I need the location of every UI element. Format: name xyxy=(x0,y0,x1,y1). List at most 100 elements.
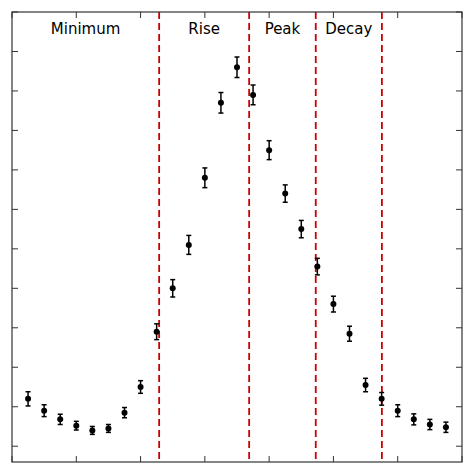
error-cap xyxy=(170,279,175,281)
error-cap xyxy=(90,434,95,436)
error-cap xyxy=(331,311,336,313)
error-cap xyxy=(395,404,400,406)
error-bar xyxy=(347,326,352,341)
y-tick-right xyxy=(456,446,462,447)
error-bar xyxy=(90,426,95,434)
error-bar xyxy=(379,393,384,406)
y-tick-right xyxy=(456,51,462,52)
point xyxy=(298,226,304,232)
error-cap xyxy=(138,380,143,382)
error-cap xyxy=(90,426,95,428)
error-cap xyxy=(74,421,79,423)
x-tick xyxy=(204,456,205,462)
error-bar xyxy=(267,141,272,160)
error-cap xyxy=(235,77,240,79)
y-tick-right xyxy=(456,327,462,328)
error-cap xyxy=(267,159,272,161)
error-bar xyxy=(363,378,368,391)
error-cap xyxy=(411,413,416,415)
y-tick xyxy=(12,406,18,407)
error-cap xyxy=(427,419,432,421)
reference-line xyxy=(315,12,317,462)
x-tick xyxy=(140,456,141,462)
point xyxy=(122,410,128,416)
point xyxy=(411,416,417,422)
error-cap xyxy=(122,417,127,419)
error-cap xyxy=(26,391,31,393)
error-bar xyxy=(170,280,175,297)
x-tick-top xyxy=(333,12,334,18)
error-bar xyxy=(42,405,47,417)
x-tick-top xyxy=(269,12,270,18)
error-bar xyxy=(443,422,448,432)
y-tick xyxy=(12,51,18,52)
point xyxy=(330,301,336,307)
error-cap xyxy=(299,237,304,239)
error-cap xyxy=(331,295,336,297)
error-bar xyxy=(122,408,127,418)
y-tick-right xyxy=(456,288,462,289)
error-bar xyxy=(411,414,416,425)
y-tick xyxy=(12,209,18,210)
error-bar xyxy=(427,419,432,429)
point xyxy=(379,396,385,402)
point xyxy=(154,329,160,335)
point xyxy=(105,425,111,431)
y-tick-right xyxy=(456,367,462,368)
error-cap xyxy=(26,405,31,407)
error-bar xyxy=(154,324,159,340)
error-cap xyxy=(122,407,127,409)
error-cap xyxy=(186,235,191,237)
error-cap xyxy=(347,340,352,342)
point xyxy=(347,331,353,337)
error-cap xyxy=(443,421,448,423)
point xyxy=(250,92,256,98)
y-tick xyxy=(12,90,18,91)
point xyxy=(73,423,79,429)
point xyxy=(170,285,176,291)
error-cap xyxy=(202,167,207,169)
error-cap xyxy=(379,392,384,394)
point xyxy=(234,64,240,70)
error-bar xyxy=(315,258,320,275)
error-cap xyxy=(58,424,63,426)
error-cap xyxy=(267,140,272,142)
error-cap xyxy=(218,92,223,94)
error-cap xyxy=(58,413,63,415)
error-bar xyxy=(202,168,207,188)
point xyxy=(186,242,192,248)
error-cap xyxy=(363,391,368,393)
x-tick xyxy=(397,456,398,462)
error-cap xyxy=(251,84,256,86)
point xyxy=(363,382,369,388)
error-cap xyxy=(138,393,143,395)
x-tick-top xyxy=(140,12,141,18)
y-tick xyxy=(12,169,18,170)
point xyxy=(218,100,224,106)
point xyxy=(314,264,320,270)
error-bar xyxy=(251,85,256,105)
y-tick xyxy=(12,327,18,328)
error-cap xyxy=(170,296,175,298)
error-bar xyxy=(299,220,304,237)
error-cap xyxy=(379,404,384,406)
error-cap xyxy=(154,339,159,341)
x-tick-top xyxy=(204,12,205,18)
error-cap xyxy=(74,429,79,431)
error-cap xyxy=(411,424,416,426)
plot-frame xyxy=(12,12,462,462)
error-bar xyxy=(74,421,79,430)
point xyxy=(25,396,31,402)
error-cap xyxy=(202,187,207,189)
y-tick xyxy=(12,446,18,447)
x-tick xyxy=(269,456,270,462)
region-label: Peak xyxy=(265,20,301,38)
error-bar xyxy=(138,381,143,394)
point xyxy=(89,427,95,433)
reference-line xyxy=(158,12,160,462)
y-tick-right xyxy=(456,248,462,249)
error-cap xyxy=(363,378,368,380)
region-label: Decay xyxy=(325,20,372,38)
point xyxy=(266,147,272,153)
error-bar xyxy=(186,235,191,254)
